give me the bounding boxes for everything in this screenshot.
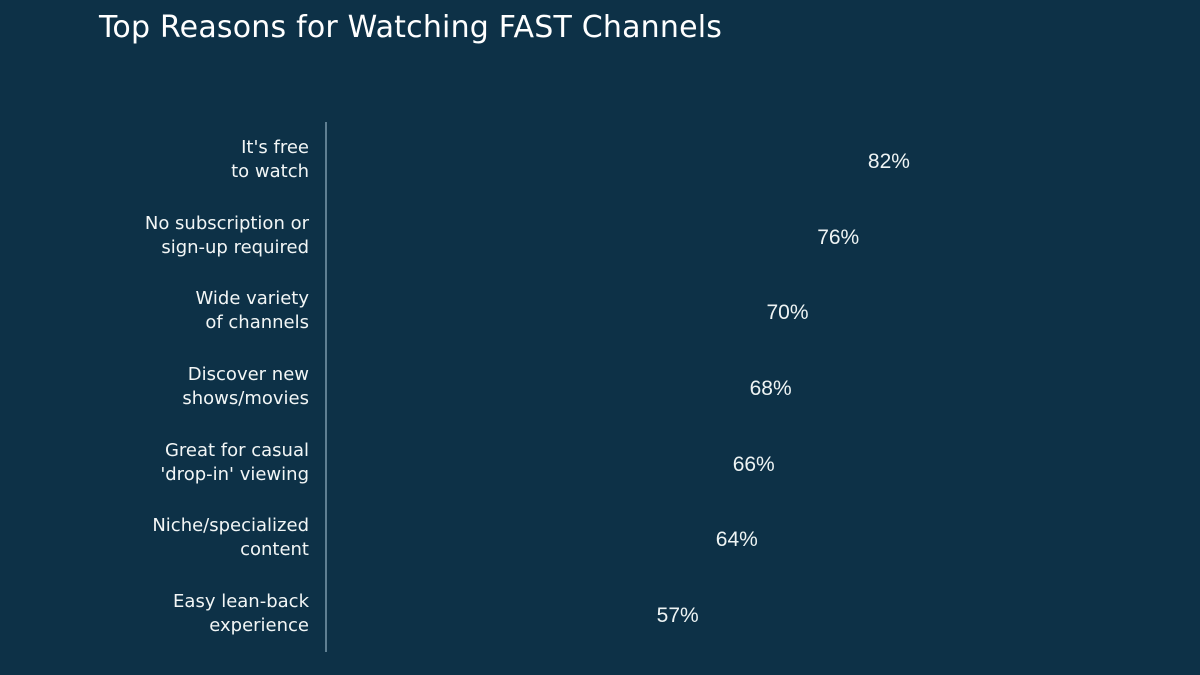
category-label: No subscription or sign-up required <box>49 212 309 260</box>
category-label: Niche/specialized content <box>49 514 309 562</box>
bar <box>327 443 725 483</box>
category-label-line1: It's free <box>241 137 309 158</box>
category-label-line1: Great for casual <box>164 440 309 461</box>
category-label-line2: to watch <box>231 161 309 182</box>
category-label: Discover new shows/movies <box>49 363 309 411</box>
bar <box>327 367 742 407</box>
value-label: 82% <box>867 150 910 173</box>
category-label-line1: Wide variety <box>195 288 310 309</box>
category-label: Easy lean-back experience <box>49 590 309 638</box>
category-label-line1: Niche/specialized <box>152 515 309 536</box>
bar <box>327 291 759 331</box>
category-label-line2: shows/movies <box>182 388 309 409</box>
category-label: Great for casual 'drop-in' viewing <box>49 439 309 487</box>
category-label-line2: content <box>240 539 309 560</box>
category-label-line2: 'drop-in' viewing <box>160 464 309 485</box>
category-label-line2: sign-up required <box>161 237 309 258</box>
value-label: 64% <box>715 528 758 551</box>
value-label: 68% <box>749 377 792 400</box>
chart-title: Top Reasons for Watching FAST Channels <box>99 10 723 45</box>
bar <box>327 140 860 180</box>
bar <box>327 216 810 256</box>
category-label-line1: No subscription or <box>144 213 309 234</box>
bar <box>327 518 708 558</box>
value-label: 66% <box>732 453 775 476</box>
category-label: Wide variety of channels <box>49 287 310 335</box>
category-label-line2: experience <box>209 615 309 636</box>
value-label: 70% <box>766 301 809 324</box>
category-label: It's free to watch <box>49 136 309 184</box>
category-label-line1: Discover new <box>187 364 309 385</box>
y-axis-line <box>325 122 327 652</box>
category-label-line1: Easy lean-back <box>173 591 309 612</box>
category-label-line2: of channels <box>205 312 309 333</box>
value-label: 57% <box>656 604 699 627</box>
bar <box>327 594 649 634</box>
value-label: 76% <box>817 226 860 249</box>
